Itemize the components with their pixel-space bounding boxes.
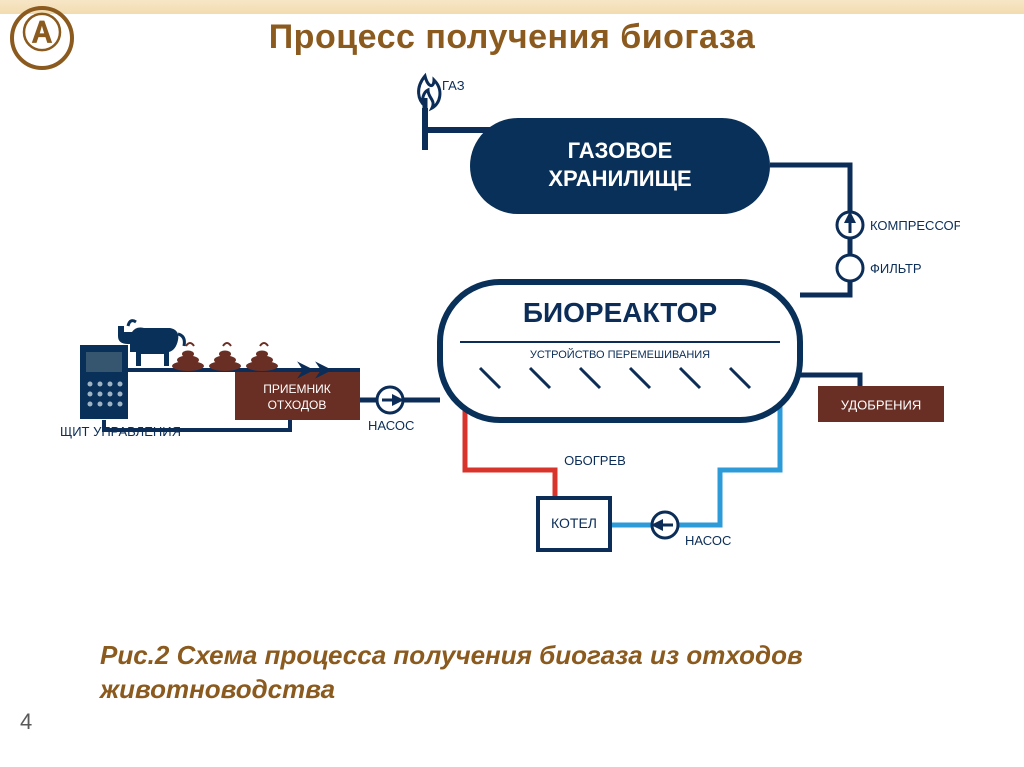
gas-storage-label-1: ГАЗОВОЕ <box>568 138 673 163</box>
pump-1-label: НАСОС <box>368 418 414 433</box>
slide-title: Процесс получения биогаза <box>0 18 1024 57</box>
gas-label: ГАЗ <box>442 78 465 93</box>
compressor-node: КОМПРЕССОР <box>837 212 960 238</box>
biogas-diagram: ГАЗОВОЕ ХРАНИЛИЩЕ ГАЗ КОМПРЕССОР ФИЛЬТР … <box>60 70 960 610</box>
compressor-label: КОМПРЕССОР <box>870 218 960 233</box>
control-panel-node: ЩИТ УПРАВЛЕНИЯ <box>60 345 181 439</box>
gas-storage-node: ГАЗОВОЕ ХРАНИЛИЩЕ <box>470 118 770 214</box>
control-panel-label: ЩИТ УПРАВЛЕНИЯ <box>60 424 181 439</box>
bioreactor-label: БИОРЕАКТОР <box>523 297 717 328</box>
pump-2-label: НАСОС <box>685 533 731 548</box>
filter-label: ФИЛЬТР <box>870 261 922 276</box>
pump-1-node: НАСОС <box>368 387 414 433</box>
waste-piles <box>172 343 278 371</box>
fertilizer-node: УДОБРЕНИЯ <box>818 386 944 422</box>
fertilizer-label: УДОБРЕНИЯ <box>841 397 922 412</box>
heating-label: ОБОГРЕВ <box>564 453 626 468</box>
waste-receiver-l1: ПРИЕМНИК <box>263 382 331 396</box>
bioreactor-node: БИОРЕАКТОР УСТРОЙСТВО ПЕРЕМЕШИВАНИЯ <box>440 282 800 420</box>
waste-receiver-node: ПРИЕМНИК ОТХОДОВ <box>235 372 360 420</box>
boiler-label: КОТЕЛ <box>551 515 597 531</box>
waste-receiver-l2: ОТХОДОВ <box>268 398 327 412</box>
figure-caption: Рис.2 Схема процесса получения биогаза и… <box>100 639 920 707</box>
slide-number: 4 <box>20 709 32 735</box>
gas-storage-label-2: ХРАНИЛИЩЕ <box>548 166 691 191</box>
filter-node: ФИЛЬТР <box>837 255 922 281</box>
boiler-node: КОТЕЛ <box>538 498 610 550</box>
mixer-label: УСТРОЙСТВО ПЕРЕМЕШИВАНИЯ <box>530 348 710 361</box>
top-accent-bar <box>0 0 1024 14</box>
